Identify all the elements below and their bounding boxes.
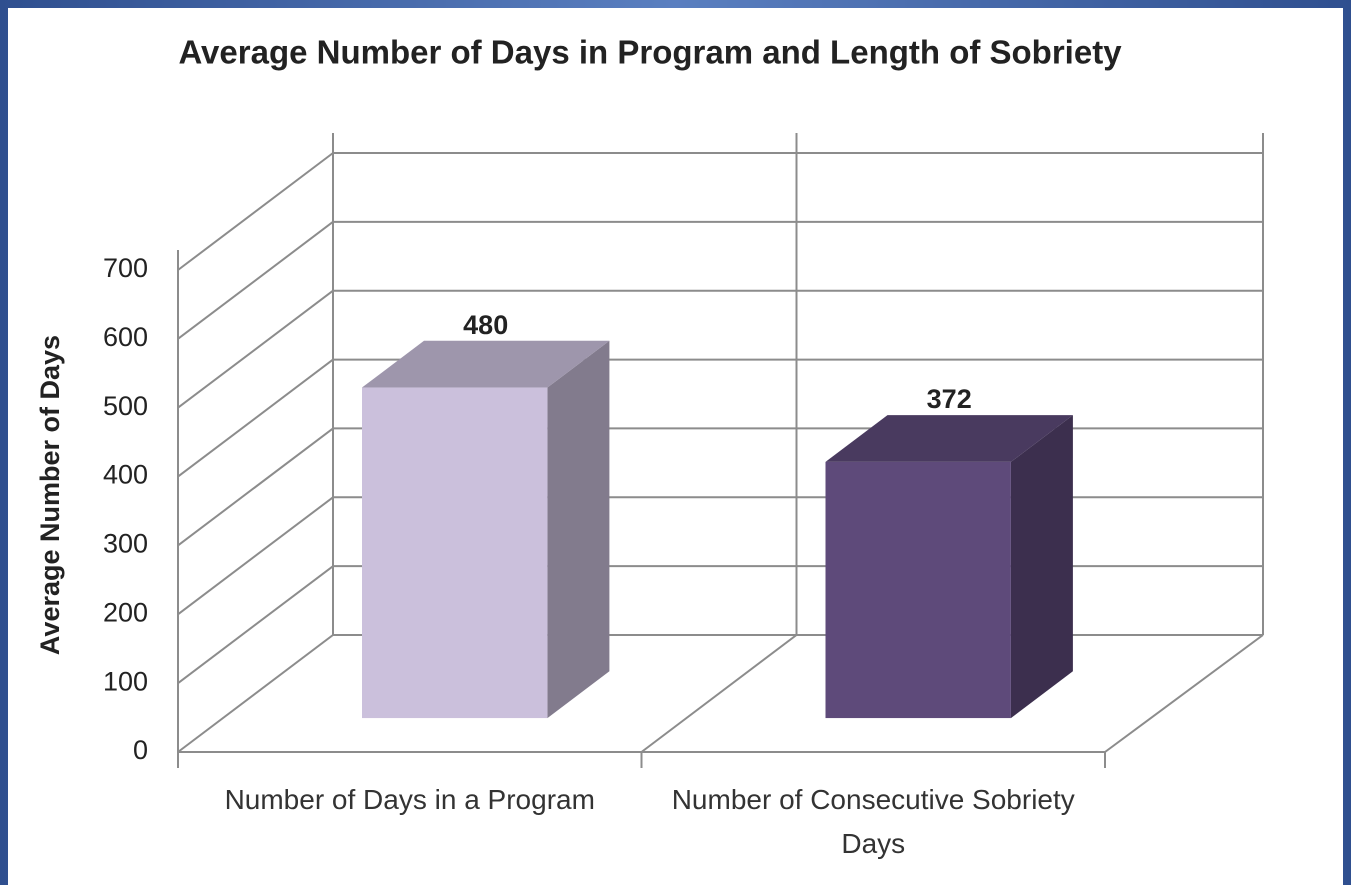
x-tick-label: Number of Days in a Program bbox=[224, 784, 595, 815]
y-tick-label: 700 bbox=[103, 253, 148, 283]
bar-side bbox=[547, 340, 610, 719]
grid-line bbox=[177, 289, 334, 409]
grid-line bbox=[177, 221, 334, 340]
grid-line bbox=[177, 496, 334, 616]
grid-line bbox=[177, 152, 334, 271]
chart-title: Average Number of Days in Program and Le… bbox=[178, 34, 1122, 71]
bar-side bbox=[1010, 415, 1073, 719]
grid-line bbox=[177, 427, 334, 547]
floor-edge bbox=[640, 634, 798, 753]
value-label: 480 bbox=[463, 310, 508, 340]
bar-top bbox=[362, 340, 610, 388]
floor-edge bbox=[1104, 634, 1264, 753]
x-tick-label: Number of Consecutive Sobriety Days bbox=[671, 784, 1075, 859]
grid-line bbox=[177, 358, 334, 478]
y-tick-label: 500 bbox=[103, 391, 148, 421]
bar bbox=[825, 461, 1011, 719]
y-axis-label: Average Number of Days bbox=[35, 335, 65, 655]
grid-line bbox=[177, 565, 334, 684]
y-tick-label: 600 bbox=[103, 322, 148, 352]
y-tick-label: 400 bbox=[103, 460, 148, 490]
value-label: 372 bbox=[927, 384, 972, 414]
y-tick-label: 100 bbox=[103, 666, 148, 696]
y-tick-label: 200 bbox=[103, 597, 148, 627]
bar-top bbox=[825, 415, 1073, 462]
grid-line bbox=[177, 634, 334, 753]
bar bbox=[362, 387, 548, 719]
frame bbox=[8, 8, 1343, 885]
y-tick-label: 300 bbox=[103, 529, 148, 559]
y-tick-label: 0 bbox=[133, 735, 148, 765]
